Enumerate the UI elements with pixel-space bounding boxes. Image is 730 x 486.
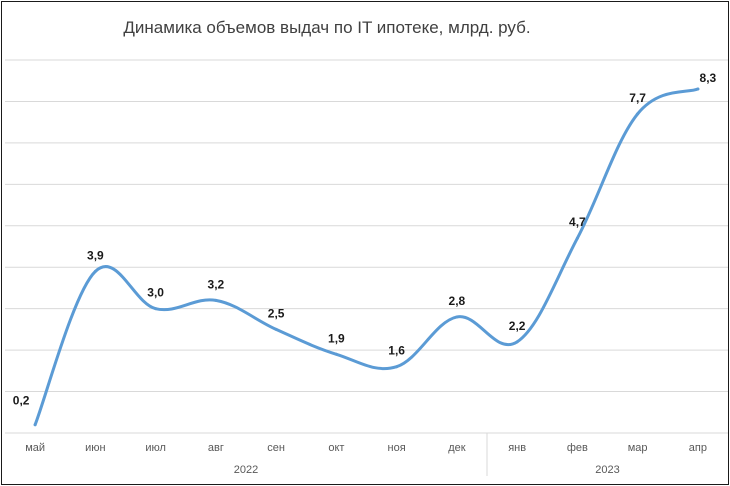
x-tick-label: фев — [567, 442, 588, 454]
data-label: 2,2 — [509, 319, 526, 333]
data-point — [154, 307, 158, 311]
x-tick-label: сен — [267, 442, 285, 454]
series-line — [33, 87, 700, 427]
data-point — [515, 340, 519, 344]
x-tick-label: авг — [208, 442, 224, 454]
data-point — [214, 298, 218, 302]
data-label: 3,9 — [87, 248, 104, 262]
data-label: 8,3 — [700, 71, 717, 85]
data-point — [395, 365, 399, 369]
data-point — [93, 269, 97, 273]
x-tick-label: июл — [145, 442, 166, 454]
year-label: 2023 — [595, 464, 619, 476]
data-label: 3,2 — [208, 277, 225, 291]
x-tick-label: дек — [448, 442, 466, 454]
chart-title: Динамика объемов выдач по IT ипотеке, мл… — [123, 18, 531, 37]
data-label: 1,9 — [328, 331, 345, 345]
x-tick-label: апр — [689, 442, 707, 454]
data-label: 2,5 — [268, 306, 285, 320]
x-tick-label: ноя — [388, 442, 406, 454]
data-label: 7,7 — [629, 91, 646, 105]
data-label: 0,2 — [13, 394, 30, 408]
data-labels: 0,2 3,9 3,0 3,2 2,5 1,9 1,6 2,8 2,2 4,7 7,7 8,3 — [13, 71, 717, 408]
data-point — [33, 423, 37, 427]
year-label: 2022 — [234, 464, 258, 476]
x-tick-label: май — [25, 442, 45, 454]
x-tick-label: мар — [628, 442, 648, 454]
data-point — [575, 236, 579, 240]
data-point — [274, 327, 278, 331]
data-point — [696, 87, 700, 91]
x-tick-label: окт — [328, 442, 344, 454]
x-tick-label: янв — [508, 442, 526, 454]
data-point — [334, 352, 338, 356]
data-label: 3,0 — [147, 286, 164, 300]
data-label: 4,7 — [569, 215, 586, 229]
data-point — [455, 315, 459, 319]
x-tick-label: июн — [85, 442, 105, 454]
x-axis: май июн июл авг сен окт ноя дек янв фев мар апр 2022… — [5, 432, 728, 476]
data-label: 1,6 — [388, 344, 405, 358]
data-label: 2,8 — [449, 294, 466, 308]
series-line-group — [33, 87, 700, 427]
data-point — [636, 112, 640, 116]
gridlines — [5, 59, 728, 434]
